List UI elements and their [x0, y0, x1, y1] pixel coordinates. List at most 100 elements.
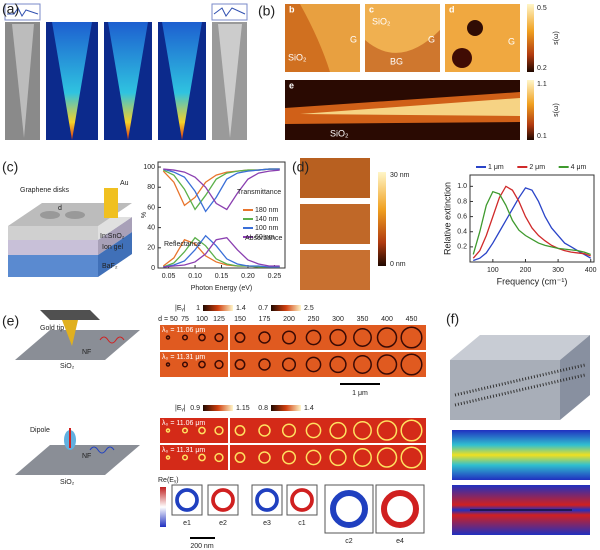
x-tick-label: 0.20 [241, 273, 255, 280]
profile [4, 3, 41, 21]
taper [12, 24, 34, 138]
cbar-tick: 0.1 [537, 133, 547, 140]
mode-label: e3 [263, 520, 271, 527]
y-tick-label: 0.4 [457, 229, 467, 236]
layer-baf2 [8, 255, 98, 277]
resonator [305, 329, 322, 346]
y-tick-label: 100 [143, 164, 155, 171]
resonator [305, 449, 322, 466]
resonator [234, 332, 246, 343]
cbar-tick: 1.4 [304, 405, 314, 412]
wavelength-label: λ₀ = 11.31 μm [162, 447, 205, 454]
inset-label: e [289, 80, 294, 90]
disk-chain [454, 373, 586, 407]
resonator [376, 354, 398, 375]
resonator [400, 326, 423, 349]
substrate [15, 330, 140, 360]
mode [255, 488, 279, 512]
x-tick-label: 400 [585, 267, 597, 274]
resonator [400, 446, 423, 469]
resonator [234, 425, 246, 436]
series-line [163, 168, 280, 213]
panel-label: (c) [2, 159, 18, 175]
resonator [165, 428, 171, 433]
size-label: 75 [181, 316, 189, 323]
illustration-label: SiO₂ [60, 363, 75, 370]
mode-label: c1 [298, 520, 306, 527]
x-axis-label: Photon Energy (eV) [191, 285, 252, 292]
panel-label: (a) [2, 1, 19, 17]
wavelength-label: λ₀ = 11.06 μm [162, 327, 205, 334]
size-label: 300 [332, 316, 344, 323]
afm [300, 250, 370, 290]
field-map [160, 325, 228, 350]
profile-line [213, 7, 246, 17]
resonator [400, 419, 423, 442]
colorbar [203, 405, 233, 411]
annotation: Transmittance [237, 189, 281, 196]
cbar-tick: 0.8 [258, 405, 268, 412]
resonator [400, 353, 423, 376]
field-map [160, 352, 228, 377]
size-label: 250 [308, 316, 320, 323]
field-map [160, 445, 228, 470]
cbar-unit: s(ω) [553, 31, 560, 45]
resonator [305, 356, 322, 373]
size-label: 100 [196, 316, 208, 323]
absorbance-line [163, 234, 280, 268]
scale-label: 1 μm [352, 390, 368, 397]
inset-label: b [289, 4, 295, 14]
x-tick-label: 0.05 [162, 273, 176, 280]
resonator [329, 421, 347, 440]
cbar-tick: 1.1 [537, 81, 547, 88]
panel-label: (f) [446, 311, 459, 327]
size-label: 350 [357, 316, 369, 323]
panel-label: (e) [2, 313, 19, 329]
resonator [258, 424, 271, 437]
layer-baf2 [98, 232, 132, 277]
y-tick-label: 0 [151, 265, 155, 272]
resonator [258, 451, 271, 464]
resonator [234, 452, 246, 463]
cbar-tick: 2.5 [304, 305, 314, 312]
resonator [234, 359, 246, 370]
layer-ito [8, 240, 98, 255]
size-label: d = 50 [158, 316, 178, 323]
wavelength-label: λ₀ = 11.31 μm [162, 354, 205, 361]
resonator [353, 328, 372, 347]
taper [162, 22, 202, 140]
absorbance-line [163, 236, 280, 268]
y-tick-label: 60 [147, 204, 155, 211]
hole [452, 48, 472, 68]
size-label: 450 [406, 316, 418, 323]
disk [40, 211, 60, 219]
legend-label: 100 nm [255, 225, 279, 232]
layout [4, 3, 590, 535]
resonator [353, 448, 372, 467]
device-label: Graphene disks [20, 187, 70, 194]
y-tick-label: 0.8 [457, 198, 467, 205]
substrate [15, 445, 140, 475]
annotation: Absorbance [245, 235, 282, 242]
field-map [160, 418, 228, 443]
mode [330, 490, 368, 528]
hole [467, 20, 483, 36]
plot-frame [469, 174, 595, 263]
profile-line [7, 7, 39, 17]
material-label: G [350, 34, 357, 44]
legend-label: 140 nm [255, 216, 279, 223]
resonator [258, 331, 271, 344]
illustration-label: NF [82, 453, 91, 460]
material-label: G [508, 36, 515, 46]
mode-label: e2 [219, 520, 227, 527]
mode-label: e4 [396, 538, 404, 545]
colorbar [378, 172, 386, 266]
illustration-label: Dipole [30, 427, 50, 434]
series-line [473, 187, 592, 262]
legend-label: 2 μm [529, 164, 545, 171]
disk [65, 211, 85, 219]
wavelength-label: λ₀ = 11.06 μm [162, 420, 205, 427]
series-line [163, 168, 280, 211]
